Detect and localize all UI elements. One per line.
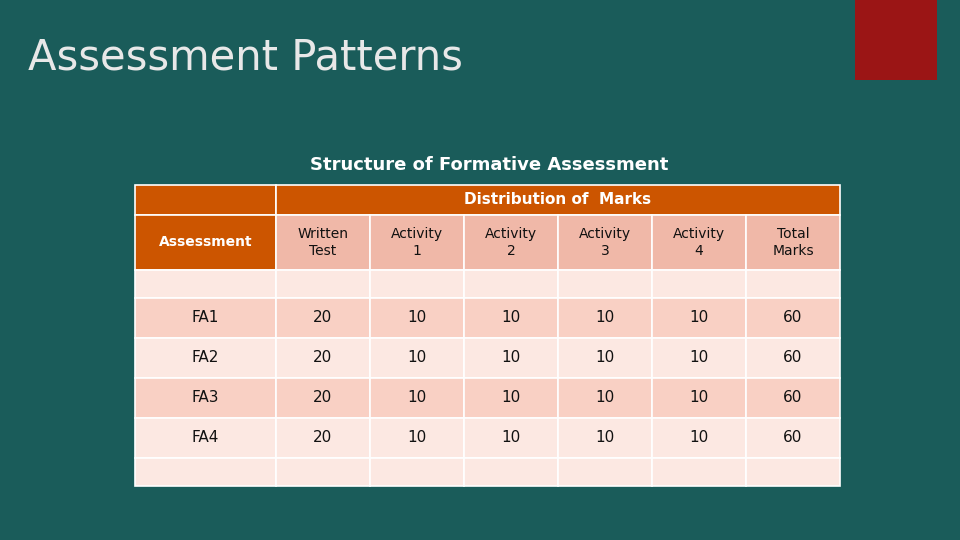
- Bar: [464, 338, 558, 378]
- Text: 10: 10: [501, 310, 520, 326]
- Text: 20: 20: [313, 350, 332, 366]
- Bar: [558, 418, 652, 458]
- Bar: [370, 458, 464, 486]
- Text: Assessment Patterns: Assessment Patterns: [28, 37, 463, 79]
- Bar: [464, 378, 558, 418]
- Bar: [276, 215, 370, 270]
- Bar: [135, 378, 276, 418]
- Text: 10: 10: [501, 350, 520, 366]
- Text: Activity
2: Activity 2: [485, 227, 537, 258]
- Text: 10: 10: [407, 430, 426, 445]
- Text: Total
Marks: Total Marks: [772, 227, 814, 258]
- Text: FA2: FA2: [192, 350, 219, 366]
- Text: 10: 10: [595, 430, 614, 445]
- Bar: [746, 298, 840, 338]
- Text: FA1: FA1: [192, 310, 219, 326]
- Bar: [652, 418, 746, 458]
- Bar: [464, 458, 558, 486]
- Bar: [276, 298, 370, 338]
- Text: 20: 20: [313, 430, 332, 445]
- Bar: [135, 338, 276, 378]
- Bar: [746, 378, 840, 418]
- Text: 60: 60: [783, 390, 803, 406]
- Bar: [558, 378, 652, 418]
- Bar: [464, 215, 558, 270]
- Text: 60: 60: [783, 350, 803, 366]
- Bar: [135, 185, 276, 215]
- Bar: [652, 215, 746, 270]
- Text: Structure of Formative Assessment: Structure of Formative Assessment: [310, 156, 668, 174]
- Text: 10: 10: [689, 390, 708, 406]
- Text: 10: 10: [407, 350, 426, 366]
- Bar: [370, 270, 464, 298]
- Bar: [276, 270, 370, 298]
- Text: FA4: FA4: [192, 430, 219, 445]
- Bar: [558, 298, 652, 338]
- Bar: [746, 270, 840, 298]
- Text: 10: 10: [595, 310, 614, 326]
- Bar: [746, 215, 840, 270]
- Text: 60: 60: [783, 310, 803, 326]
- Bar: [276, 338, 370, 378]
- Text: 20: 20: [313, 390, 332, 406]
- Bar: [370, 378, 464, 418]
- Text: Activity
4: Activity 4: [673, 227, 725, 258]
- Bar: [855, 0, 937, 80]
- Bar: [558, 458, 652, 486]
- Text: 10: 10: [501, 430, 520, 445]
- Bar: [464, 418, 558, 458]
- Bar: [135, 458, 276, 486]
- Bar: [276, 185, 840, 215]
- Bar: [276, 418, 370, 458]
- Bar: [464, 298, 558, 338]
- Text: 10: 10: [595, 350, 614, 366]
- Text: 10: 10: [407, 390, 426, 406]
- Bar: [558, 270, 652, 298]
- Bar: [746, 458, 840, 486]
- Text: 10: 10: [689, 310, 708, 326]
- Bar: [558, 215, 652, 270]
- Bar: [370, 298, 464, 338]
- Bar: [370, 418, 464, 458]
- Bar: [652, 458, 746, 486]
- Bar: [135, 270, 276, 298]
- Text: Written
Test: Written Test: [298, 227, 348, 258]
- Text: Distribution of  Marks: Distribution of Marks: [465, 192, 652, 207]
- Text: 10: 10: [595, 390, 614, 406]
- Text: 20: 20: [313, 310, 332, 326]
- Bar: [135, 418, 276, 458]
- Bar: [746, 418, 840, 458]
- Bar: [558, 338, 652, 378]
- Bar: [276, 458, 370, 486]
- Bar: [652, 270, 746, 298]
- Bar: [464, 270, 558, 298]
- Text: 10: 10: [689, 350, 708, 366]
- Bar: [276, 378, 370, 418]
- Text: 10: 10: [407, 310, 426, 326]
- Bar: [370, 338, 464, 378]
- Text: 10: 10: [689, 430, 708, 445]
- Bar: [652, 298, 746, 338]
- Text: Activity
1: Activity 1: [391, 227, 444, 258]
- Text: Assessment: Assessment: [158, 235, 252, 249]
- Bar: [135, 215, 276, 270]
- Bar: [652, 378, 746, 418]
- Bar: [370, 215, 464, 270]
- Text: Activity
3: Activity 3: [579, 227, 631, 258]
- Bar: [135, 298, 276, 338]
- Text: 60: 60: [783, 430, 803, 445]
- Bar: [652, 338, 746, 378]
- Bar: [746, 338, 840, 378]
- Text: FA3: FA3: [192, 390, 219, 406]
- Text: 10: 10: [501, 390, 520, 406]
